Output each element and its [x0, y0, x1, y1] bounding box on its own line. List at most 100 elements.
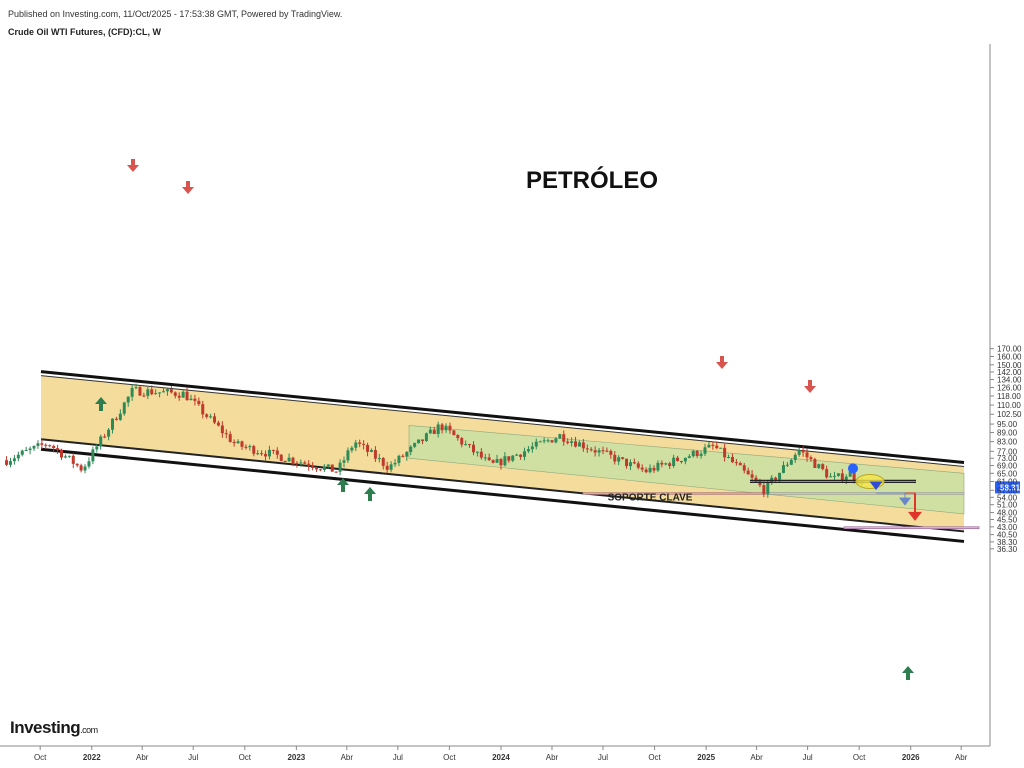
- candle-body: [707, 444, 711, 448]
- x-tick-label: 2026: [902, 753, 920, 762]
- x-tick-label: Jul: [188, 753, 198, 762]
- candle-body: [730, 457, 734, 463]
- candle-body: [205, 414, 209, 417]
- candle-body: [201, 404, 205, 415]
- candle-body: [358, 442, 362, 444]
- candle-body: [625, 458, 629, 467]
- candle-body: [248, 446, 252, 448]
- top-marker: [808, 380, 812, 387]
- candle-body: [742, 465, 746, 471]
- candle-body: [750, 474, 754, 478]
- candle-body: [417, 439, 421, 444]
- candle-body: [703, 447, 707, 454]
- candle-body: [472, 444, 476, 453]
- candle-body: [585, 448, 589, 450]
- candle-body: [558, 434, 562, 439]
- candle-body: [754, 477, 758, 482]
- candle-body: [609, 450, 613, 455]
- candle-body: [169, 389, 173, 393]
- candle-body: [369, 450, 373, 452]
- candle-body: [758, 481, 762, 486]
- candle-body: [817, 464, 821, 468]
- y-tick-label: 126.00: [997, 383, 1022, 392]
- candle-body: [475, 451, 479, 453]
- candle-body: [193, 398, 197, 401]
- y-tick-label: 61.00: [997, 478, 1018, 487]
- candle-body: [24, 449, 28, 451]
- y-tick-label: 134.00: [997, 375, 1022, 384]
- candle-body: [405, 452, 409, 457]
- candle-body: [209, 416, 213, 418]
- candle-body: [613, 454, 617, 462]
- candle-body: [691, 450, 695, 457]
- support-zone-label: SOPORTE CLAVE: [608, 493, 693, 504]
- candle-body: [636, 463, 640, 468]
- y-tick-label: 38.30: [997, 538, 1018, 547]
- candle-body: [393, 462, 397, 465]
- candle-body: [424, 433, 428, 441]
- candle-body: [789, 459, 793, 465]
- lower-channel-line: [40, 438, 965, 533]
- candle-body: [158, 392, 162, 394]
- candle-body: [825, 469, 829, 478]
- y-tick-label: 51.00: [997, 501, 1018, 510]
- candle-body: [322, 466, 326, 470]
- candle-body: [154, 393, 158, 395]
- candle-body: [668, 463, 672, 467]
- candle-body: [511, 455, 515, 461]
- candle-body: [56, 448, 60, 450]
- x-tick-label: Oct: [853, 753, 866, 762]
- candle-body: [389, 464, 393, 470]
- candle-body: [523, 451, 527, 457]
- x-tick-label: 2025: [697, 753, 715, 762]
- candle-body: [283, 460, 287, 462]
- candle-body: [460, 438, 464, 445]
- time-axis[interactable]: Oct 2022 Abr Jul Oct 2023 Abr Jul Oct 2024 Abr Jul O…: [34, 746, 968, 762]
- candle-body: [118, 413, 122, 420]
- candle-body: [507, 456, 511, 461]
- candle-body: [519, 454, 523, 457]
- candle-body: [648, 467, 652, 473]
- candle-body: [252, 446, 256, 454]
- y-tick-label: 170.00: [997, 345, 1022, 354]
- bottom-marker: [364, 487, 376, 494]
- candle-body: [185, 391, 189, 401]
- y-tick-label: 54.00: [997, 493, 1018, 502]
- candle-body: [672, 457, 676, 467]
- y-tick-label: 160.00: [997, 352, 1022, 361]
- y-tick-label: 36.30: [997, 545, 1018, 554]
- candle-body: [8, 461, 12, 465]
- price-axis[interactable]: 170.00160.00150.00142.00134.00126.00118.…: [990, 345, 1022, 554]
- candle-body: [628, 462, 632, 467]
- candle-body: [413, 443, 417, 447]
- candle-body: [260, 453, 264, 455]
- top-marker-head: [804, 386, 816, 393]
- candle-body: [515, 454, 519, 456]
- candle-body: [805, 452, 809, 458]
- candle-body: [303, 462, 307, 464]
- candle-body: [550, 440, 554, 443]
- candle-body: [267, 449, 271, 457]
- candle-body: [220, 425, 224, 434]
- candle-body: [197, 400, 201, 405]
- candle-body: [542, 440, 546, 442]
- candle-body: [216, 422, 220, 426]
- y-tick-label: 83.00: [997, 438, 1018, 447]
- candle-body: [809, 457, 813, 460]
- target-zone: [843, 526, 980, 530]
- candle-body: [734, 462, 738, 464]
- y-tick-label: 95.00: [997, 420, 1018, 429]
- candle-body: [232, 441, 236, 444]
- x-tick-label: 2023: [287, 753, 305, 762]
- candle-body: [746, 470, 750, 475]
- candle-body: [577, 442, 581, 447]
- candle-body: [87, 461, 91, 467]
- candle-body: [821, 464, 825, 470]
- candle-layer: [5, 383, 864, 498]
- candle-body: [687, 456, 691, 458]
- candle-body: [71, 455, 75, 464]
- candle-body: [640, 467, 644, 470]
- candle-body: [491, 460, 495, 463]
- candle-body: [420, 439, 424, 441]
